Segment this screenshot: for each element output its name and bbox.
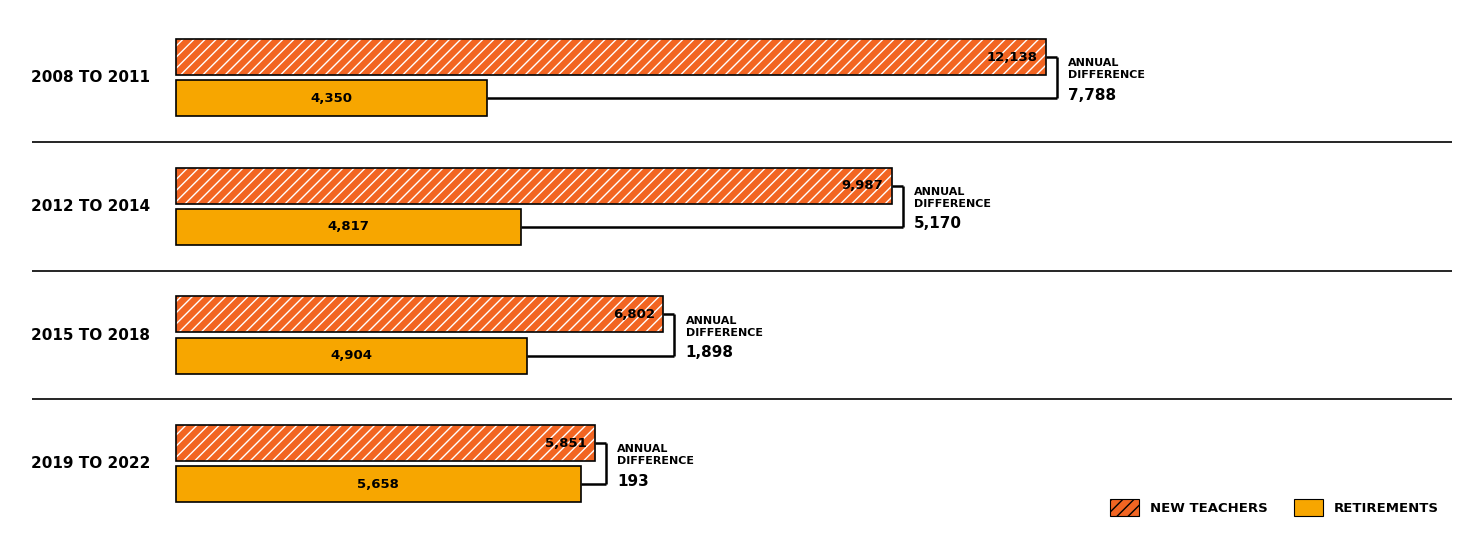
Text: 2012 TO 2014: 2012 TO 2014 [31, 199, 150, 214]
Bar [175, 425, 595, 461]
Text: 9,987: 9,987 [842, 179, 883, 192]
Bar [175, 467, 581, 502]
Text: ANNUAL
DIFFERENCE: ANNUAL DIFFERENCE [1068, 58, 1145, 80]
Text: 1,898: 1,898 [686, 345, 734, 360]
Text: 5,658: 5,658 [357, 478, 400, 491]
Bar [175, 168, 891, 204]
Text: 6,802: 6,802 [613, 308, 655, 321]
Text: 193: 193 [617, 473, 649, 488]
Text: 2008 TO 2011: 2008 TO 2011 [32, 70, 150, 85]
Text: ANNUAL
DIFFERENCE: ANNUAL DIFFERENCE [913, 187, 991, 209]
Text: 4,904: 4,904 [330, 349, 372, 362]
Bar [175, 39, 1046, 75]
Bar [175, 168, 891, 204]
Text: 4,817: 4,817 [327, 220, 369, 233]
Text: 2019 TO 2022: 2019 TO 2022 [31, 456, 150, 471]
Bar [175, 338, 527, 373]
Bar [175, 296, 664, 332]
Text: 5,851: 5,851 [544, 437, 587, 449]
Text: 2015 TO 2018: 2015 TO 2018 [32, 327, 150, 342]
Text: 4,350: 4,350 [311, 92, 353, 105]
Bar [175, 39, 1046, 75]
Text: ANNUAL
DIFFERENCE: ANNUAL DIFFERENCE [686, 316, 763, 338]
Bar [175, 80, 487, 116]
Text: 5,170: 5,170 [913, 216, 961, 231]
Text: ANNUAL
DIFFERENCE: ANNUAL DIFFERENCE [617, 445, 694, 467]
Legend: NEW TEACHERS, RETIREMENTS: NEW TEACHERS, RETIREMENTS [1110, 499, 1439, 516]
Bar [175, 425, 595, 461]
Bar [175, 296, 664, 332]
Bar [175, 209, 521, 245]
Text: 7,788: 7,788 [1068, 88, 1116, 103]
Text: 12,138: 12,138 [986, 51, 1037, 64]
